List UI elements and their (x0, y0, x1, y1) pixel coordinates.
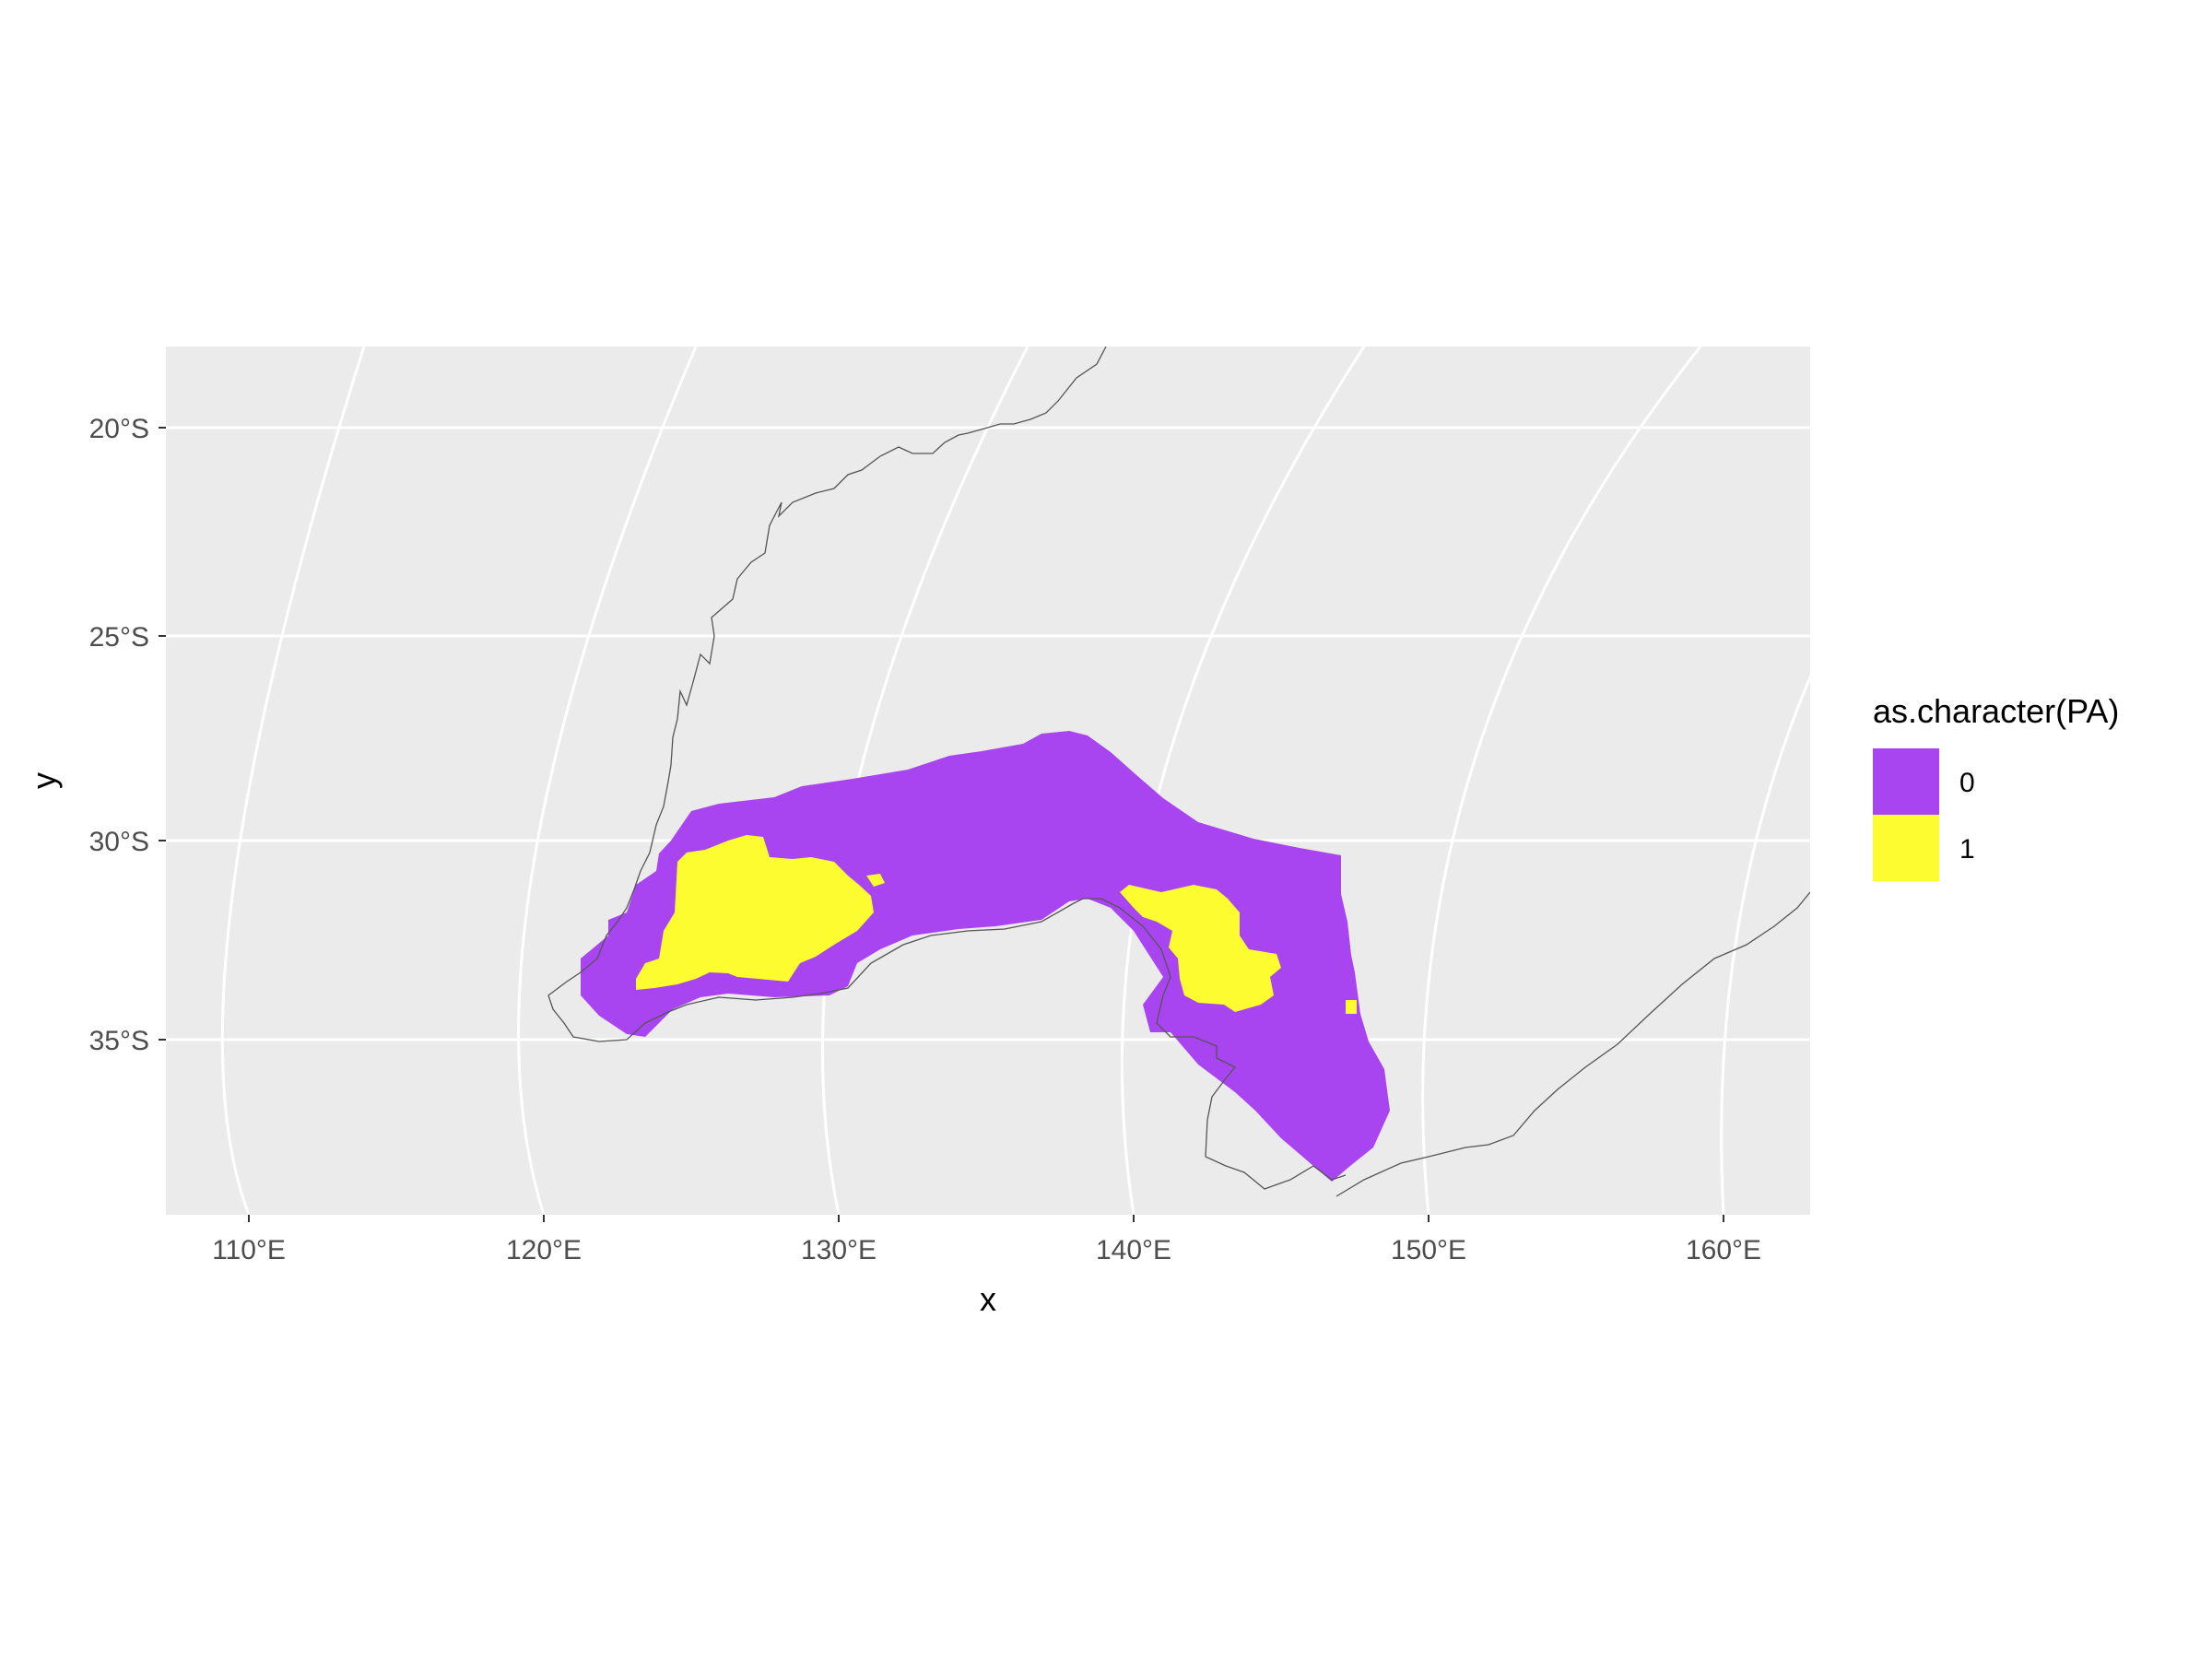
map-content (166, 347, 1810, 1215)
legend-key-1 (1873, 815, 1939, 881)
x-axis-ticks (248, 1215, 1724, 1222)
x-tick-label-120e: 120°E (506, 1235, 582, 1265)
legend: as.character(PA) 0 1 (1873, 692, 2119, 881)
legend-label-1: 1 (1959, 834, 1975, 865)
meridian-140e (1120, 347, 1366, 1215)
y-axis-title: y (25, 772, 63, 789)
meridian-110e (220, 347, 366, 1215)
x-tick-label-130e: 130°E (801, 1235, 877, 1265)
x-tick-label-150e: 150°E (1391, 1235, 1466, 1265)
legend-label-0: 0 (1959, 768, 1975, 798)
presence-region-east (1120, 885, 1281, 1012)
coastline-west (547, 347, 1347, 1190)
legend-key-0 (1873, 748, 1939, 815)
coastline-east (1335, 891, 1810, 1197)
presence-region-west-speck (866, 874, 885, 887)
x-axis-title: x (980, 1280, 996, 1318)
y-tick-label-35s: 35°S (89, 1026, 149, 1056)
x-tick-label-160e: 160°E (1686, 1235, 1761, 1265)
meridian-120e (517, 347, 698, 1215)
x-tick-label-110e: 110°E (212, 1235, 286, 1265)
x-tick-label-140e: 140°E (1096, 1235, 1171, 1265)
absence-region (581, 731, 1390, 1182)
y-tick-label-20s: 20°S (89, 414, 149, 444)
y-tick-label-30s: 30°S (89, 827, 149, 857)
presence-region-west (636, 835, 874, 990)
y-tick-label-25s: 25°S (89, 622, 149, 653)
legend-title: as.character(PA) (1873, 692, 2119, 730)
presence-region-east-speck (1346, 1000, 1357, 1014)
meridian-160e (1720, 674, 1810, 1215)
y-axis-ticks (159, 427, 166, 1041)
meridian-150e (1421, 347, 1702, 1215)
